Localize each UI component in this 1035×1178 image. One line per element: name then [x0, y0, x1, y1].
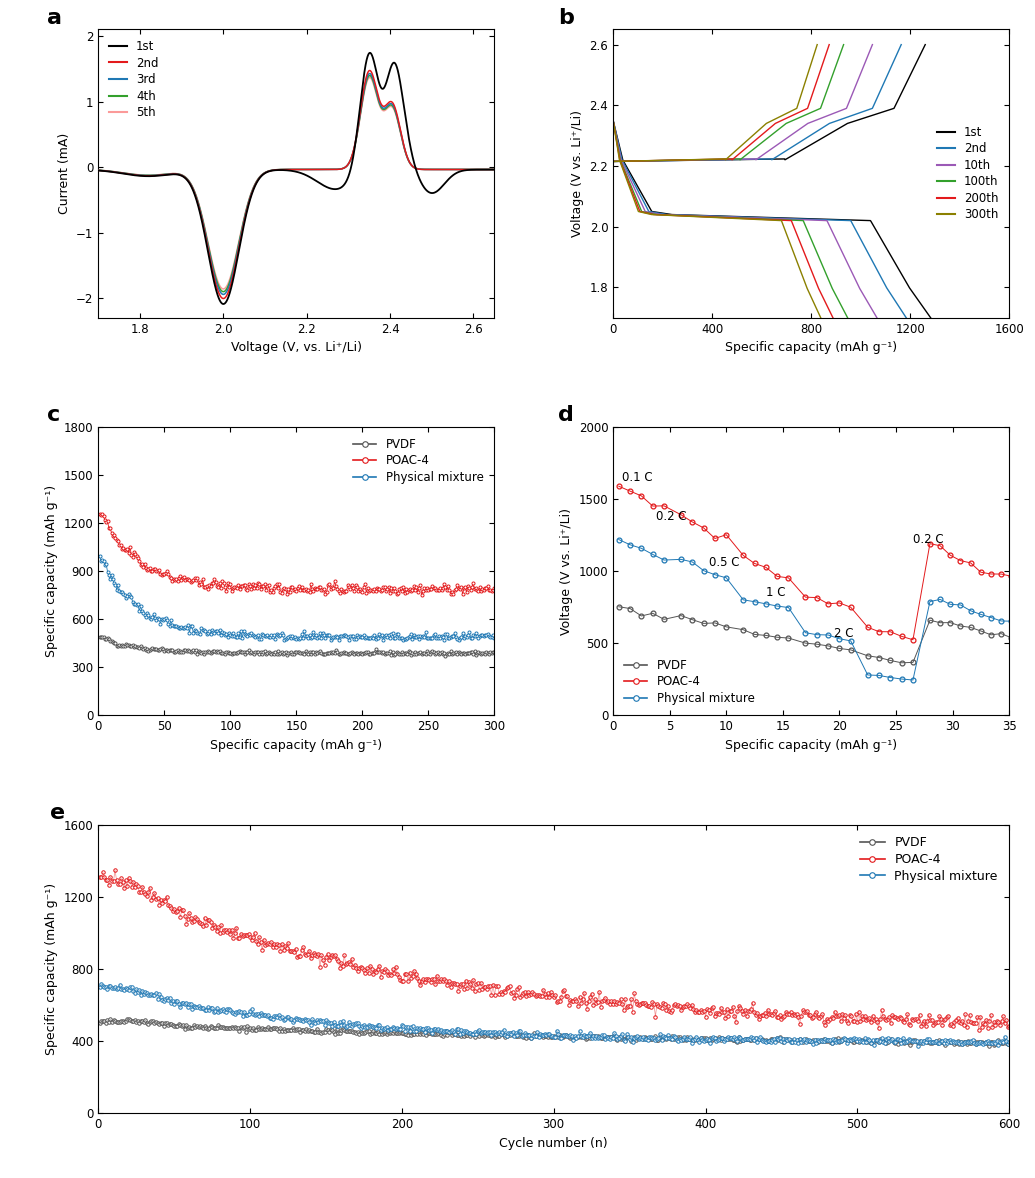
Legend: 1st, 2nd, 3rd, 4th, 5th: 1st, 2nd, 3rd, 4th, 5th: [105, 35, 164, 124]
Legend: PVDF, POAC-4, Physical mixture: PVDF, POAC-4, Physical mixture: [348, 434, 489, 489]
X-axis label: Specific capacity (mAh g⁻¹): Specific capacity (mAh g⁻¹): [726, 739, 897, 752]
Y-axis label: Specific capacity (mAh g⁻¹): Specific capacity (mAh g⁻¹): [46, 884, 58, 1055]
Text: c: c: [47, 405, 60, 425]
Y-axis label: Voltage (V vs. Li⁺/Li): Voltage (V vs. Li⁺/Li): [571, 110, 584, 237]
Legend: PVDF, POAC-4, Physical mixture: PVDF, POAC-4, Physical mixture: [619, 654, 760, 709]
Text: 0.2 C: 0.2 C: [913, 534, 944, 547]
X-axis label: Specific capacity (mAh g⁻¹): Specific capacity (mAh g⁻¹): [726, 342, 897, 355]
Legend: 1st, 2nd, 10th, 100th, 200th, 300th: 1st, 2nd, 10th, 100th, 200th, 300th: [933, 121, 1003, 226]
Text: d: d: [558, 405, 573, 425]
Text: 0.2 C: 0.2 C: [656, 510, 687, 523]
Text: 1 C: 1 C: [766, 587, 786, 600]
Text: e: e: [50, 803, 65, 823]
Y-axis label: Specific capacity (mAh g⁻¹): Specific capacity (mAh g⁻¹): [46, 485, 58, 657]
Text: a: a: [47, 8, 62, 28]
X-axis label: Voltage (V, vs. Li⁺/Li): Voltage (V, vs. Li⁺/Li): [231, 342, 362, 355]
Y-axis label: Voltage (V vs. Li⁺/Li): Voltage (V vs. Li⁺/Li): [560, 508, 573, 635]
Text: 2 C: 2 C: [834, 627, 853, 640]
Text: 0.1 C: 0.1 C: [622, 471, 653, 484]
Text: b: b: [558, 8, 573, 28]
Text: 0.5 C: 0.5 C: [709, 556, 740, 569]
Legend: PVDF, POAC-4, Physical mixture: PVDF, POAC-4, Physical mixture: [855, 832, 1003, 888]
Y-axis label: Current (mA): Current (mA): [58, 133, 70, 214]
X-axis label: Specific capacity (mAh g⁻¹): Specific capacity (mAh g⁻¹): [210, 739, 382, 752]
X-axis label: Cycle number (n): Cycle number (n): [500, 1137, 608, 1150]
